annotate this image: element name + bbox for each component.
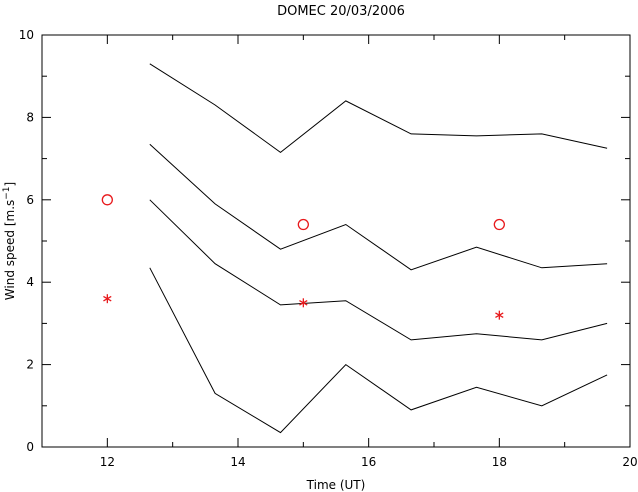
star-marker (495, 310, 504, 320)
series-line-4 (149, 267, 608, 434)
y-tick-label: 10 (19, 28, 34, 42)
y-axis-label: Wind speed [m.s−1] (2, 182, 17, 300)
circle-marker (493, 218, 505, 231)
tick-labels: 12 14 16 18 20 0 2 4 6 8 10 (19, 28, 638, 469)
x-tick-label: 14 (230, 455, 245, 469)
axis-ticks (41, 34, 631, 448)
x-axis-label: Time (UT) (306, 478, 366, 492)
series-group (101, 63, 608, 434)
star-marker (299, 298, 308, 308)
chart-title: DOMEC 20/03/2006 (277, 4, 405, 19)
x-tick-label: 20 (622, 455, 637, 469)
y-tick-label: 0 (26, 440, 34, 454)
series-line-3 (149, 199, 608, 341)
circle-marker (297, 218, 309, 231)
y-tick-label: 4 (26, 275, 34, 289)
y-tick-label: 6 (26, 193, 34, 207)
x-tick-label: 12 (100, 455, 115, 469)
y-axis-label-bracket: ] (3, 182, 17, 187)
star-marker (103, 294, 112, 304)
x-tick-label: 18 (492, 455, 507, 469)
y-axis-label-main: Wind speed [m.s (3, 200, 17, 300)
y-axis-label-exponent: −1 (2, 186, 12, 199)
circle-marker (101, 194, 113, 206)
y-tick-label: 8 (26, 110, 34, 124)
series-line-1 (149, 63, 608, 154)
y-tick-label: 2 (26, 358, 34, 372)
x-tick-label: 16 (361, 455, 376, 469)
plot-frame (41, 34, 631, 448)
series-line-2 (149, 143, 608, 271)
